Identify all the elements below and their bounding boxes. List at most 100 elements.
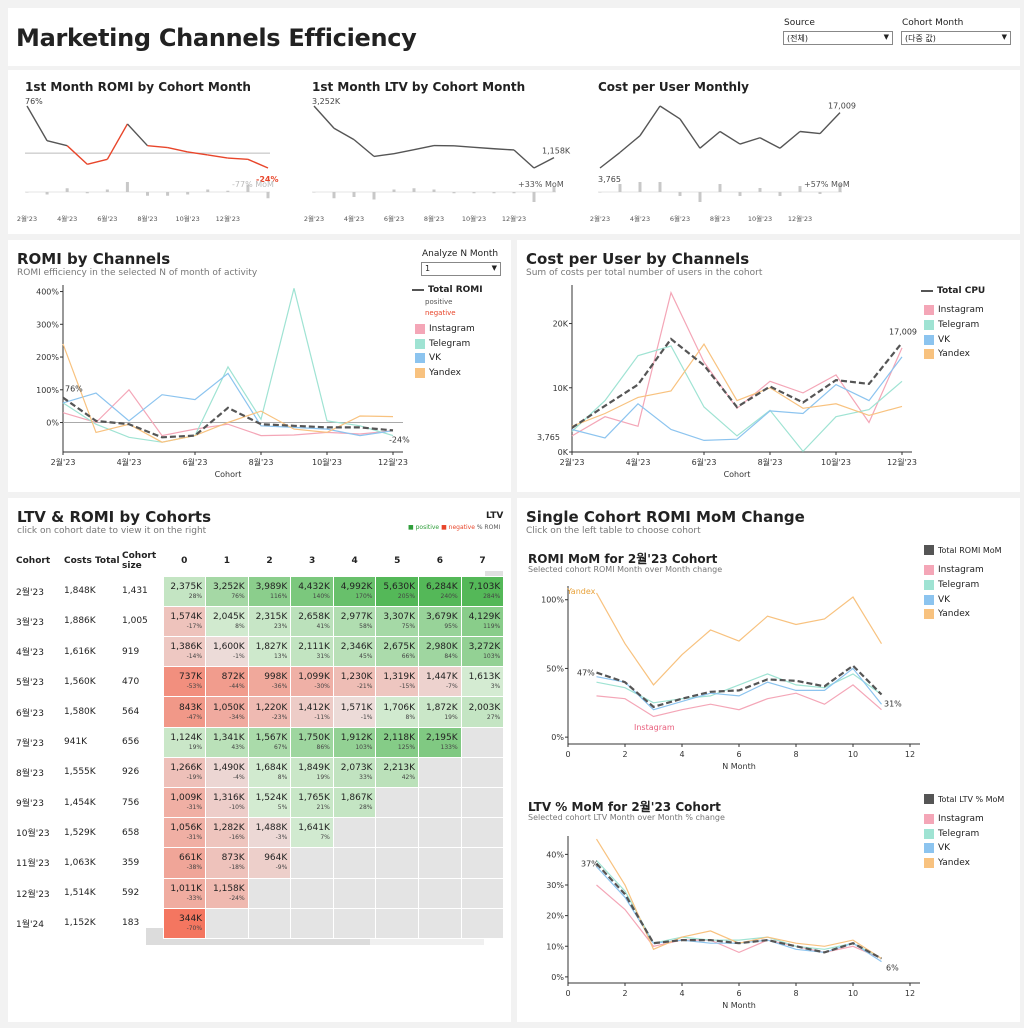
- legend-vk[interactable]: VK: [924, 335, 950, 345]
- ltv-romi-cell[interactable]: 3,989K 116%: [247, 575, 292, 607]
- ltv-romi-cell[interactable]: 1,009K -31%: [162, 786, 207, 819]
- ltv-romi-cell[interactable]: 1,750K 86%: [290, 726, 334, 758]
- ltv-romi-cell[interactable]: 1,613K 3%: [460, 666, 505, 698]
- ltv-romi-cell[interactable]: 1,158K -24%: [205, 877, 249, 909]
- ltv-romi-cell[interactable]: 3,252K 76%: [205, 575, 249, 607]
- ltv-romi-cell[interactable]: 2,315K 23%: [247, 605, 292, 638]
- ltv-romi-cell[interactable]: 7,103K 284%: [460, 575, 505, 607]
- cohort-date-cell[interactable]: 2월'23: [16, 587, 44, 598]
- ltv-romi-cell[interactable]: 1,524K 5%: [247, 786, 292, 819]
- ltv-romi-cell[interactable]: 1,912K 103%: [332, 726, 377, 758]
- ltv-romi-cell[interactable]: 661K -38%: [162, 847, 207, 879]
- ltv-romi-cell[interactable]: 1,056K -31%: [162, 817, 207, 849]
- ltv-romi-cell[interactable]: 1,319K -15%: [375, 666, 420, 698]
- ltv-romi-cell[interactable]: 4,432K 140%: [290, 575, 334, 607]
- cohort-date-cell[interactable]: 11월'23: [16, 859, 50, 870]
- ltv-romi-cell[interactable]: 873K -18%: [205, 847, 249, 879]
- ltv-romi-cell[interactable]: 1,684K 8%: [247, 756, 292, 789]
- ltv-romi-cell[interactable]: 3,307K 75%: [375, 605, 420, 638]
- ltv-romi-cell[interactable]: 1,574K -17%: [162, 605, 207, 638]
- ltv-romi-cell[interactable]: 2,346K 45%: [332, 636, 377, 668]
- ltv-romi-cell[interactable]: 1,282K -16%: [205, 817, 249, 849]
- legend-instagram[interactable]: Instagram: [924, 565, 984, 575]
- ltv-romi-cell[interactable]: 2,073K 33%: [332, 756, 377, 789]
- cohort-date-cell[interactable]: 10월'23: [16, 829, 50, 840]
- ltv-romi-cell[interactable]: 1,266K -19%: [162, 756, 207, 789]
- cohort-date-cell[interactable]: 3월'23: [16, 617, 44, 628]
- legend-total-ltv-mom[interactable]: Total LTV % MoM: [924, 794, 1004, 804]
- ltv-romi-cell[interactable]: 2,658K 41%: [290, 605, 334, 638]
- cohort-date-cell[interactable]: 1월'24: [16, 919, 44, 930]
- cohort-date-cell[interactable]: 8월'23: [16, 768, 44, 779]
- cohort-date-cell[interactable]: 6월'23: [16, 708, 44, 719]
- legend-instagram[interactable]: Instagram: [924, 305, 984, 315]
- ltv-romi-cell[interactable]: 1,490K -4%: [205, 756, 249, 789]
- ltv-romi-cell[interactable]: 1,827K 13%: [247, 636, 292, 668]
- legend-vk[interactable]: VK: [924, 595, 950, 605]
- cohort-filter-select[interactable]: (다중 값) ▼: [901, 31, 1011, 45]
- ltv-romi-cell[interactable]: 1,872K 19%: [418, 696, 462, 728]
- ltv-romi-cell[interactable]: 1,220K -23%: [247, 696, 292, 728]
- ltv-romi-cell[interactable]: 2,213K 42%: [375, 756, 420, 789]
- source-filter-select[interactable]: (전체) ▼: [783, 31, 893, 45]
- ltv-romi-cell[interactable]: 872K -44%: [205, 666, 249, 698]
- ltv-romi-cell[interactable]: 2,045K 8%: [205, 605, 249, 638]
- legend-total-romi-mom[interactable]: Total ROMI MoM: [924, 545, 1002, 555]
- legend-vk[interactable]: VK: [924, 843, 950, 853]
- ltv-romi-cell[interactable]: 5,630K 205%: [375, 575, 420, 607]
- legend-instagram[interactable]: Instagram: [415, 324, 475, 334]
- ltv-romi-cell[interactable]: 6,284K 240%: [418, 575, 462, 607]
- ltv-romi-cell[interactable]: 3,679K 95%: [418, 605, 462, 638]
- legend-telegram[interactable]: Telegram: [924, 580, 979, 590]
- ltv-romi-cell[interactable]: 964K -9%: [247, 847, 292, 879]
- cohort-date-cell[interactable]: 4월'23: [16, 648, 44, 659]
- ltv-romi-cell[interactable]: 1,011K -33%: [162, 877, 207, 909]
- ltv-romi-cell[interactable]: 2,195K 133%: [418, 726, 462, 758]
- ltv-romi-cell[interactable]: 1,230K -21%: [332, 666, 377, 698]
- ltv-romi-cell[interactable]: 1,124K 19%: [162, 726, 207, 758]
- legend-telegram[interactable]: Telegram: [924, 320, 979, 330]
- ltv-romi-cell[interactable]: 4,129K 119%: [460, 605, 505, 638]
- ltv-romi-cell[interactable]: 1,706K 8%: [375, 696, 420, 728]
- ltv-romi-cell[interactable]: 4,992K 170%: [332, 575, 377, 607]
- ltv-romi-cell[interactable]: 1,571K -1%: [332, 696, 377, 728]
- ltv-romi-cell[interactable]: 1,488K -3%: [247, 817, 292, 849]
- ltv-romi-cell[interactable]: 1,316K -10%: [205, 786, 249, 819]
- analyze-n-month-select[interactable]: 1 ▼: [421, 262, 501, 276]
- ltv-romi-cell[interactable]: 1,849K 19%: [290, 756, 334, 789]
- ltv-romi-cell[interactable]: 843K -47%: [162, 696, 207, 728]
- ltv-romi-cell[interactable]: 998K -36%: [247, 666, 292, 698]
- ltv-romi-cell[interactable]: 1,099K -30%: [290, 666, 334, 698]
- legend-yandex[interactable]: Yandex: [924, 349, 970, 359]
- ltv-romi-cell[interactable]: 2,111K 31%: [290, 636, 334, 668]
- ltv-romi-cell[interactable]: 1,867K 28%: [332, 786, 377, 819]
- legend-yandex[interactable]: Yandex: [924, 858, 970, 868]
- cohort-date-cell[interactable]: 5월'23: [16, 678, 44, 689]
- cohort-date-cell[interactable]: 9월'23: [16, 799, 44, 810]
- ltv-romi-cell[interactable]: 2,977K 58%: [332, 605, 377, 638]
- cohort-date-cell[interactable]: 12월'23: [16, 889, 50, 900]
- ltv-romi-cell[interactable]: 344K -70%: [162, 907, 207, 939]
- ltv-romi-cell[interactable]: 737K -53%: [162, 666, 207, 698]
- ltv-romi-cell[interactable]: 1,050K -34%: [205, 696, 249, 728]
- ltv-romi-cell[interactable]: 1,600K -1%: [205, 636, 249, 668]
- ltv-romi-cell[interactable]: 1,641K 7%: [290, 817, 334, 849]
- ltv-romi-cell[interactable]: 2,375K 28%: [162, 575, 207, 607]
- ltv-romi-cell[interactable]: 1,765K 21%: [290, 786, 334, 819]
- legend-vk[interactable]: VK: [415, 353, 441, 363]
- legend-total-cpu[interactable]: Total CPU: [921, 286, 985, 296]
- ltv-romi-cell[interactable]: 2,675K 66%: [375, 636, 420, 668]
- legend-yandex[interactable]: Yandex: [415, 368, 461, 378]
- legend-total-romi[interactable]: Total ROMI: [412, 285, 483, 295]
- legend-yandex[interactable]: Yandex: [924, 609, 970, 619]
- ltv-romi-cell[interactable]: 1,341K 43%: [205, 726, 249, 758]
- ltv-romi-cell[interactable]: 1,567K 67%: [247, 726, 292, 758]
- legend-instagram[interactable]: Instagram: [924, 814, 984, 824]
- ltv-romi-cell[interactable]: 2,003K 27%: [460, 696, 505, 728]
- legend-telegram[interactable]: Telegram: [924, 829, 979, 839]
- ltv-romi-cell[interactable]: 1,386K -14%: [162, 636, 207, 668]
- ltv-romi-cell[interactable]: 1,412K -11%: [290, 696, 334, 728]
- ltv-romi-cell[interactable]: 2,980K 84%: [418, 636, 462, 668]
- ltv-romi-cell[interactable]: 1,447K -7%: [418, 666, 462, 698]
- ltv-romi-cell[interactable]: 2,118K 125%: [375, 726, 420, 758]
